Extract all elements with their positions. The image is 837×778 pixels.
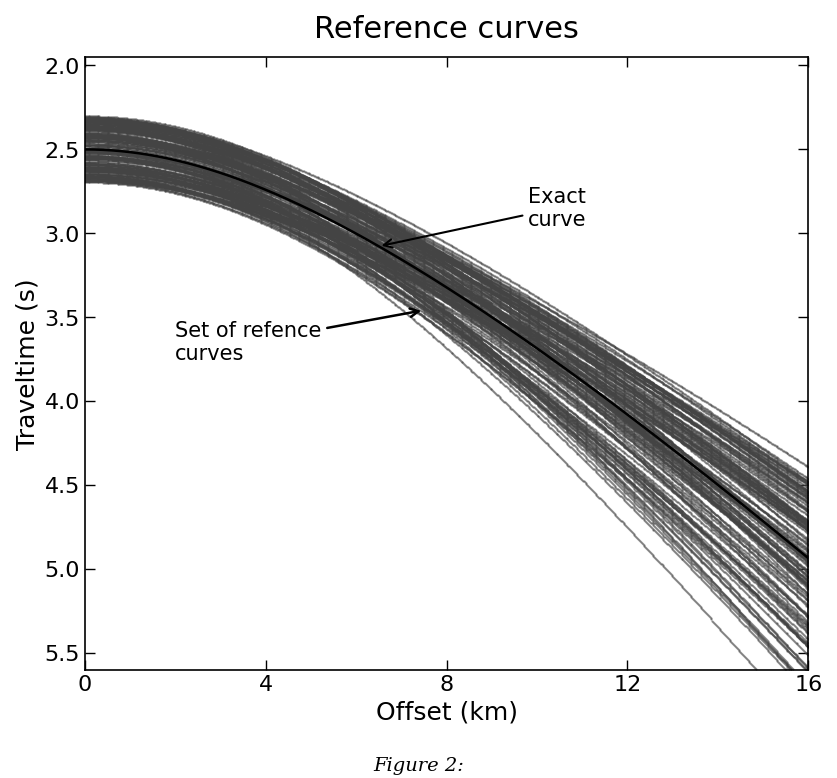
- Text: Figure 2:: Figure 2:: [373, 756, 464, 774]
- Title: Reference curves: Reference curves: [314, 15, 578, 44]
- X-axis label: Offset (km): Offset (km): [376, 700, 517, 724]
- Text: Set of refence
curves: Set of refence curves: [175, 309, 418, 364]
- Y-axis label: Traveltime (s): Traveltime (s): [15, 278, 39, 450]
- Text: Exact
curve: Exact curve: [383, 187, 586, 248]
